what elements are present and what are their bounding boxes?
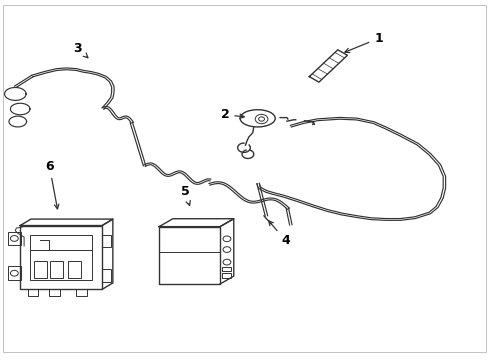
Bar [102, 234, 111, 247]
Bar [34, 261, 46, 278]
Bar [49, 289, 60, 296]
Bar [159, 226, 220, 284]
Text: 3: 3 [73, 41, 88, 58]
Bar [27, 289, 38, 296]
Text: 1: 1 [344, 32, 382, 53]
Bar [50, 261, 63, 278]
Text: 6: 6 [45, 160, 59, 209]
Bar [76, 289, 87, 296]
Bar [8, 266, 21, 280]
Text: 2: 2 [220, 108, 244, 121]
Bar [222, 273, 230, 278]
Bar [68, 261, 81, 278]
Bar [102, 269, 111, 282]
Text: 5: 5 [180, 185, 190, 206]
Bar [30, 234, 92, 280]
Bar [8, 231, 21, 245]
Bar [222, 267, 230, 271]
Text: 4: 4 [268, 221, 290, 247]
Bar [20, 226, 102, 289]
